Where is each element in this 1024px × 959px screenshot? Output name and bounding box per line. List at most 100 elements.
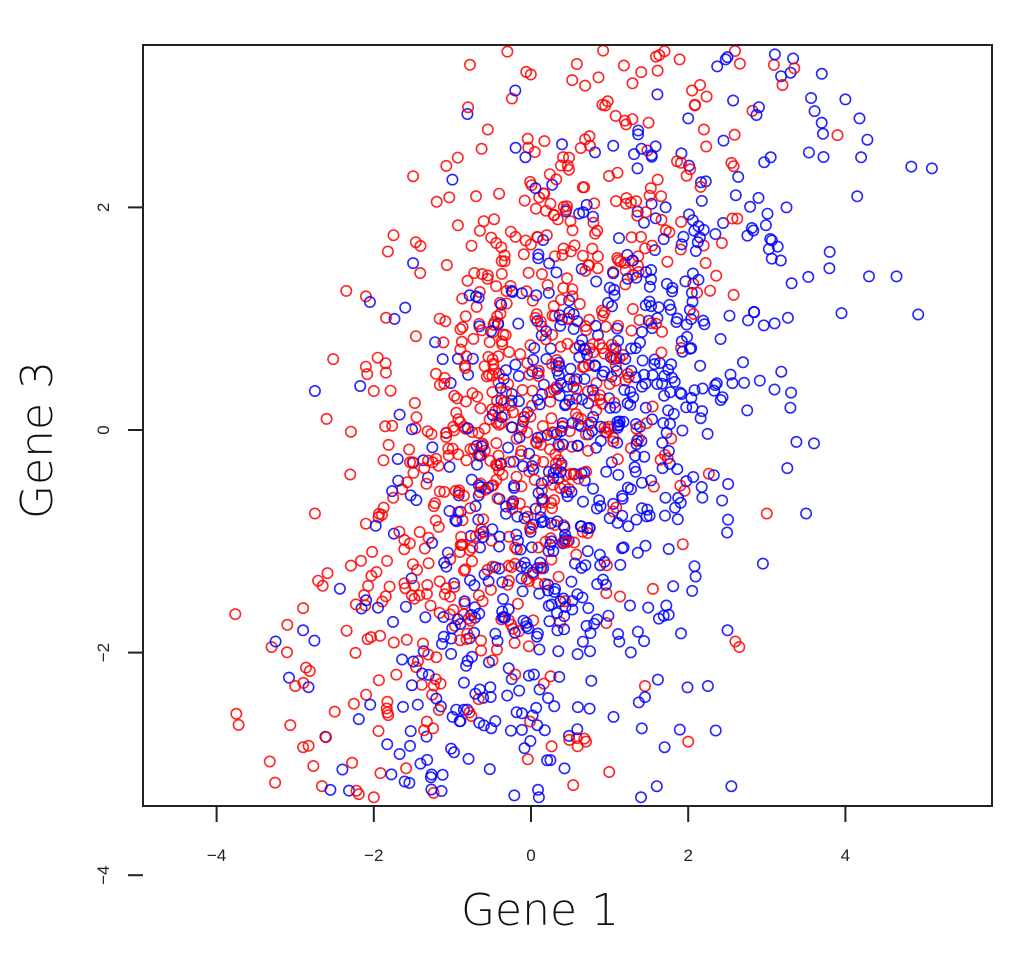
red-group-point (386, 419, 399, 432)
red-group-point (579, 428, 592, 441)
x-tick-label: −2 (364, 846, 383, 865)
red-group-point (427, 500, 440, 513)
blue-group-point (643, 280, 656, 293)
blue-group-point (651, 673, 664, 686)
blue-group-point (532, 486, 545, 499)
blue-group-point (552, 645, 565, 658)
red-group-point (438, 485, 451, 498)
x-axis: −4 −2 0 2 4 (207, 806, 850, 865)
blue-group-point (527, 668, 540, 681)
red-group-point (347, 697, 360, 710)
blue-group-point (607, 267, 620, 280)
blue-group-point (622, 520, 635, 533)
red-group-point (361, 368, 374, 381)
blue-group-point (493, 530, 506, 543)
x-tick-label: −4 (207, 846, 226, 865)
blue-group-point (508, 789, 521, 802)
blue-group-point (582, 397, 595, 410)
blue-group-point (671, 312, 684, 325)
red-group-point (460, 350, 473, 363)
blue-group-point (612, 627, 625, 640)
blue-group-point (473, 716, 486, 729)
blue-group-point (616, 509, 629, 522)
red-group-point (422, 454, 435, 467)
blue-group-point (369, 519, 382, 532)
blue-group-point (650, 780, 663, 793)
blue-group-point (587, 482, 600, 495)
red-group-point (420, 477, 433, 490)
red-group-point (554, 159, 567, 172)
red-group-point (725, 156, 738, 169)
red-group-point (776, 79, 789, 92)
blue-group-point (494, 381, 507, 394)
blue-group-point (547, 471, 560, 484)
blue-group-point (723, 309, 736, 322)
red-group-point (566, 397, 579, 410)
blue-group-point (461, 422, 474, 435)
blue-group-point (578, 474, 591, 487)
blue-group-point (633, 420, 646, 433)
blue-group-point (717, 217, 730, 230)
red-group-point (613, 590, 626, 603)
red-group-point (534, 315, 547, 328)
red-group-point (289, 679, 302, 692)
red-group-point (461, 274, 474, 287)
red-group-point (390, 668, 403, 681)
blue-group-point (469, 290, 482, 303)
red-group-point (492, 418, 505, 431)
red-group-point (269, 776, 282, 789)
blue-group-point (509, 141, 522, 154)
blue-group-point (768, 383, 781, 396)
red-group-point (688, 99, 701, 112)
blue-group-point (682, 112, 695, 125)
red-group-point (561, 312, 574, 325)
red-group-point (515, 444, 528, 457)
red-group-point (281, 618, 294, 631)
blue-group-point (502, 441, 515, 454)
red-group-point (500, 284, 513, 297)
red-group-point (464, 614, 477, 627)
red-group-point (346, 756, 359, 769)
red-group-point (433, 312, 446, 325)
red-group-point (625, 231, 638, 244)
blue-group-point (527, 353, 540, 366)
red-group-point (556, 248, 569, 261)
blue-group-point (695, 194, 708, 207)
blue-group-point (550, 606, 563, 619)
red-group-point (570, 382, 583, 395)
red-group-point (699, 256, 712, 269)
blue-group-point (753, 374, 766, 387)
red-group-point (451, 219, 464, 232)
blue-group-point (687, 470, 700, 483)
blue-group-point (468, 626, 481, 639)
red-group-point (607, 353, 620, 366)
blue-group-point (548, 585, 561, 598)
red-group-point (460, 633, 473, 646)
red-group-point (493, 187, 506, 200)
blue-group-point (609, 401, 622, 414)
red-group-point (546, 478, 559, 491)
blue-group-point (607, 710, 620, 723)
red-group-point (232, 718, 245, 731)
blue-group-point (469, 500, 482, 513)
blue-group-point (685, 286, 698, 299)
red-group-point (438, 371, 451, 384)
blue-group-point (714, 393, 727, 406)
red-group-point (682, 735, 695, 748)
blue-group-point (689, 570, 702, 583)
red-group-point (548, 494, 561, 507)
blue-group-point (543, 615, 556, 628)
red-group-point (475, 523, 488, 536)
red-group-point (609, 374, 622, 387)
blue-group-point (614, 558, 627, 571)
blue-group-point (512, 317, 525, 330)
blue-group-point (823, 245, 836, 258)
red-group-point (591, 250, 604, 263)
blue-group-point (648, 358, 661, 371)
blue-group-point (575, 520, 588, 533)
blue-group-point (689, 245, 702, 258)
blue-group-point (724, 368, 737, 381)
blue-group-point (688, 384, 701, 397)
blue-group-point (608, 283, 621, 296)
red-group-point (531, 231, 544, 244)
